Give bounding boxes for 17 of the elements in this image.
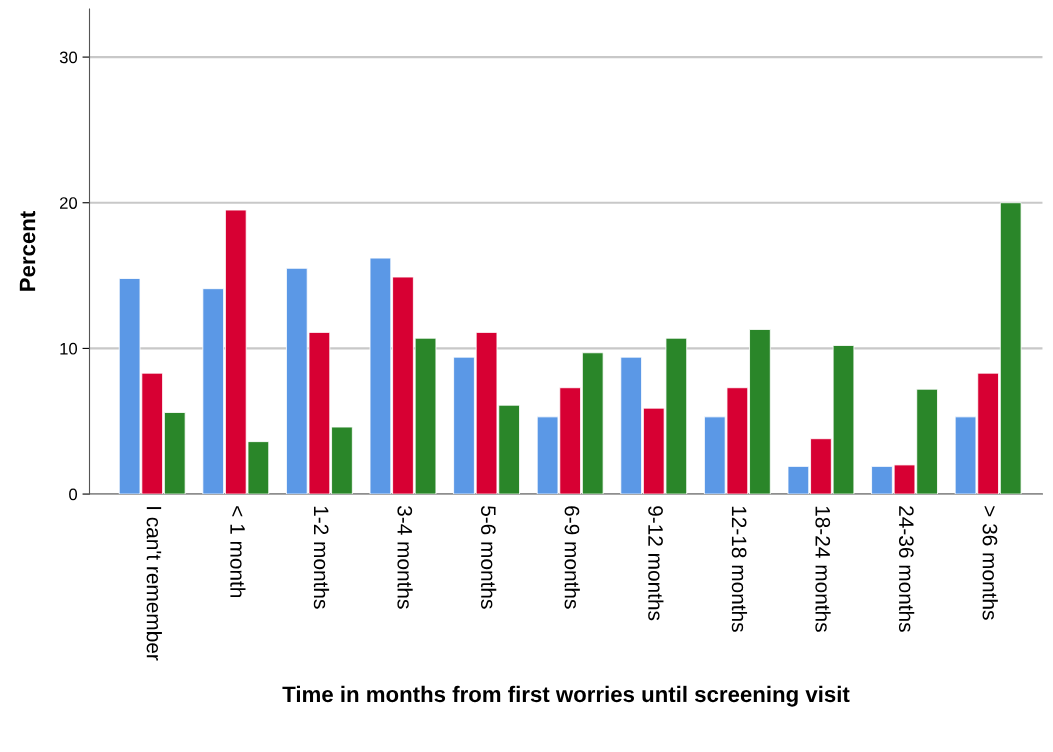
- x-tick-label: 3-4 months: [397, 505, 413, 609]
- y-tick-label: 30: [59, 51, 78, 64]
- x-tick-label: 5-6 months: [480, 506, 497, 609]
- x-tick-label: 6-9 months: [564, 506, 580, 609]
- x-tick-label: 1-2 months: [313, 506, 330, 609]
- x-tick-label: I can't remember: [146, 507, 162, 661]
- y-tick-label: 10: [60, 342, 78, 355]
- y-tick-label: 0: [69, 488, 78, 501]
- x-axis-title: Time in months from first worries until screening visit: [282, 685, 850, 707]
- x-tick-label: 18-24 months: [815, 506, 831, 632]
- y-tick-label: 20: [60, 197, 78, 209]
- y-axis-title: Percent: [19, 211, 36, 291]
- x-tick-label: 9-12 months: [648, 506, 664, 621]
- x-tick-label: 24-36 months: [898, 506, 915, 632]
- x-tick-label: < 1 month: [230, 506, 246, 598]
- x-tick-label: > 36 months: [982, 506, 998, 620]
- x-tick-label: 12-18 months: [731, 506, 748, 632]
